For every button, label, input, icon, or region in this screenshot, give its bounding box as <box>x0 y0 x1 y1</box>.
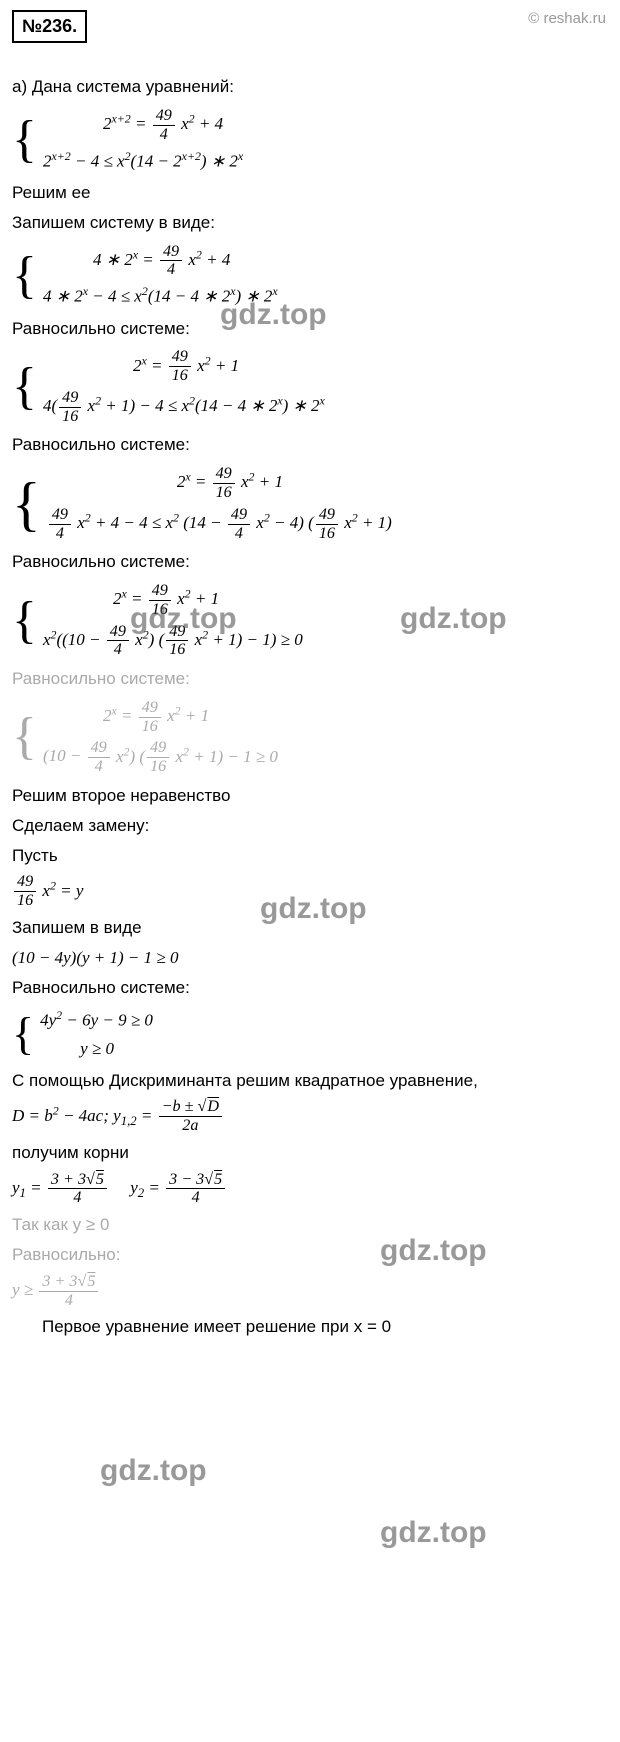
rewrite-eq: (10 − 4y)(y + 1) − 1 ≥ 0 <box>12 946 608 970</box>
eq-6b: (10 − 494 x2) (4916 x2 + 1) − 1 ≥ 0 <box>43 739 278 776</box>
system-7: { 4y2 − 6y − 9 ≥ 0 y ≥ 0 <box>12 1007 608 1060</box>
eq-part: x2 + 4 <box>177 114 223 133</box>
eq-3b: 4(4916 x2 + 1) − 4 ≤ x2(14 − 4 ∗ 2x) ∗ 2… <box>43 389 325 426</box>
eq-1a: 2x+2 = 494 x2 + 4 <box>43 107 243 144</box>
eq-4b: 494 x2 + 4 − 4 ≤ x2 (14 − 494 x2 − 4) (4… <box>47 506 392 543</box>
solve-ineq-text: Решим второе неравенство <box>12 784 608 808</box>
eq-2b: 4 ∗ 2x − 4 ≤ x2(14 − 4 ∗ 2x) ∗ 2x <box>43 283 278 308</box>
system-3: { 2x = 4916 x2 + 1 4(4916 x2 + 1) − 4 ≤ … <box>12 348 608 425</box>
solve-text: Решим ее <box>12 181 608 205</box>
system-4: { 2x = 4916 x2 + 1 494 x2 + 4 − 4 ≤ x2 (… <box>12 465 608 542</box>
subst-text: Сделаем замену: <box>12 814 608 838</box>
equiv-text-gray: Равносильно системе: <box>12 667 608 691</box>
system-6: { 2x = 4916 x2 + 1 (10 − 494 x2) (4916 x… <box>12 699 608 776</box>
eq-5b: x2((10 − 494 x2) (4916 x2 + 1) − 1) ≥ 0 <box>43 623 303 660</box>
system-5: { 2x = 4916 x2 + 1 x2((10 − 494 x2) (491… <box>12 582 608 659</box>
roots-values: y1 = 3 + 3√54 y2 = 3 − 3√54 <box>12 1171 608 1208</box>
first-eq-text: Первое уравнение имеет решение при x = 0 <box>12 1315 608 1339</box>
watermark: gdz.top <box>380 1512 487 1554</box>
rewrite-text: Запишем систему в виде: <box>12 211 608 235</box>
copyright-text: © reshak.ru <box>528 8 606 29</box>
equiv-text: Равносильно системе: <box>12 433 608 457</box>
discr-text: С помощью Дискриминанта решим квадратное… <box>12 1069 608 1093</box>
eq-7b: y ≥ 0 <box>40 1037 153 1061</box>
problem-number: №236. <box>12 10 87 43</box>
eq-1b: 2x+2 − 4 ≤ x2(14 − 2x+2) ∗ 2x <box>43 148 243 173</box>
equiv-text: Равносильно системе: <box>12 976 608 1000</box>
subst-eq: 4916 x2 = y <box>12 873 608 910</box>
equiv2-text: Равносильно: <box>12 1243 608 1267</box>
eq-7a: 4y2 − 6y − 9 ≥ 0 <box>40 1007 153 1032</box>
intro-text: а) Дана система уравнений: <box>12 75 608 99</box>
watermark: gdz.top <box>100 1450 207 1492</box>
eq-part: 2x+2 = <box>103 114 151 133</box>
eq-5a: 2x = 4916 x2 + 1 <box>43 582 303 619</box>
equiv-text: Равносильно системе: <box>12 317 608 341</box>
final-ineq: y ≥ 3 + 3√54 <box>12 1273 608 1310</box>
eq-6a: 2x = 4916 x2 + 1 <box>43 699 278 736</box>
eq-3a: 2x = 4916 x2 + 1 <box>43 348 325 385</box>
system-2: { 4 ∗ 2x = 494 x2 + 4 4 ∗ 2x − 4 ≤ x2(14… <box>12 243 608 309</box>
eq-2a: 4 ∗ 2x = 494 x2 + 4 <box>43 243 278 280</box>
roots-text: получим корни <box>12 1141 608 1165</box>
system-1: { 2x+2 = 494 x2 + 4 2x+2 − 4 ≤ x2(14 − 2… <box>12 107 608 173</box>
let-text: Пусть <box>12 844 608 868</box>
since-text: Так как y ≥ 0 <box>12 1213 608 1237</box>
discr-formula: D = b2 − 4ac; y1,2 = −b ± √D2a <box>12 1098 608 1135</box>
equiv-text: Равносильно системе: <box>12 550 608 574</box>
eq-4a: 2x = 4916 x2 + 1 <box>47 465 392 502</box>
write-as-text: Запишем в виде <box>12 916 608 940</box>
